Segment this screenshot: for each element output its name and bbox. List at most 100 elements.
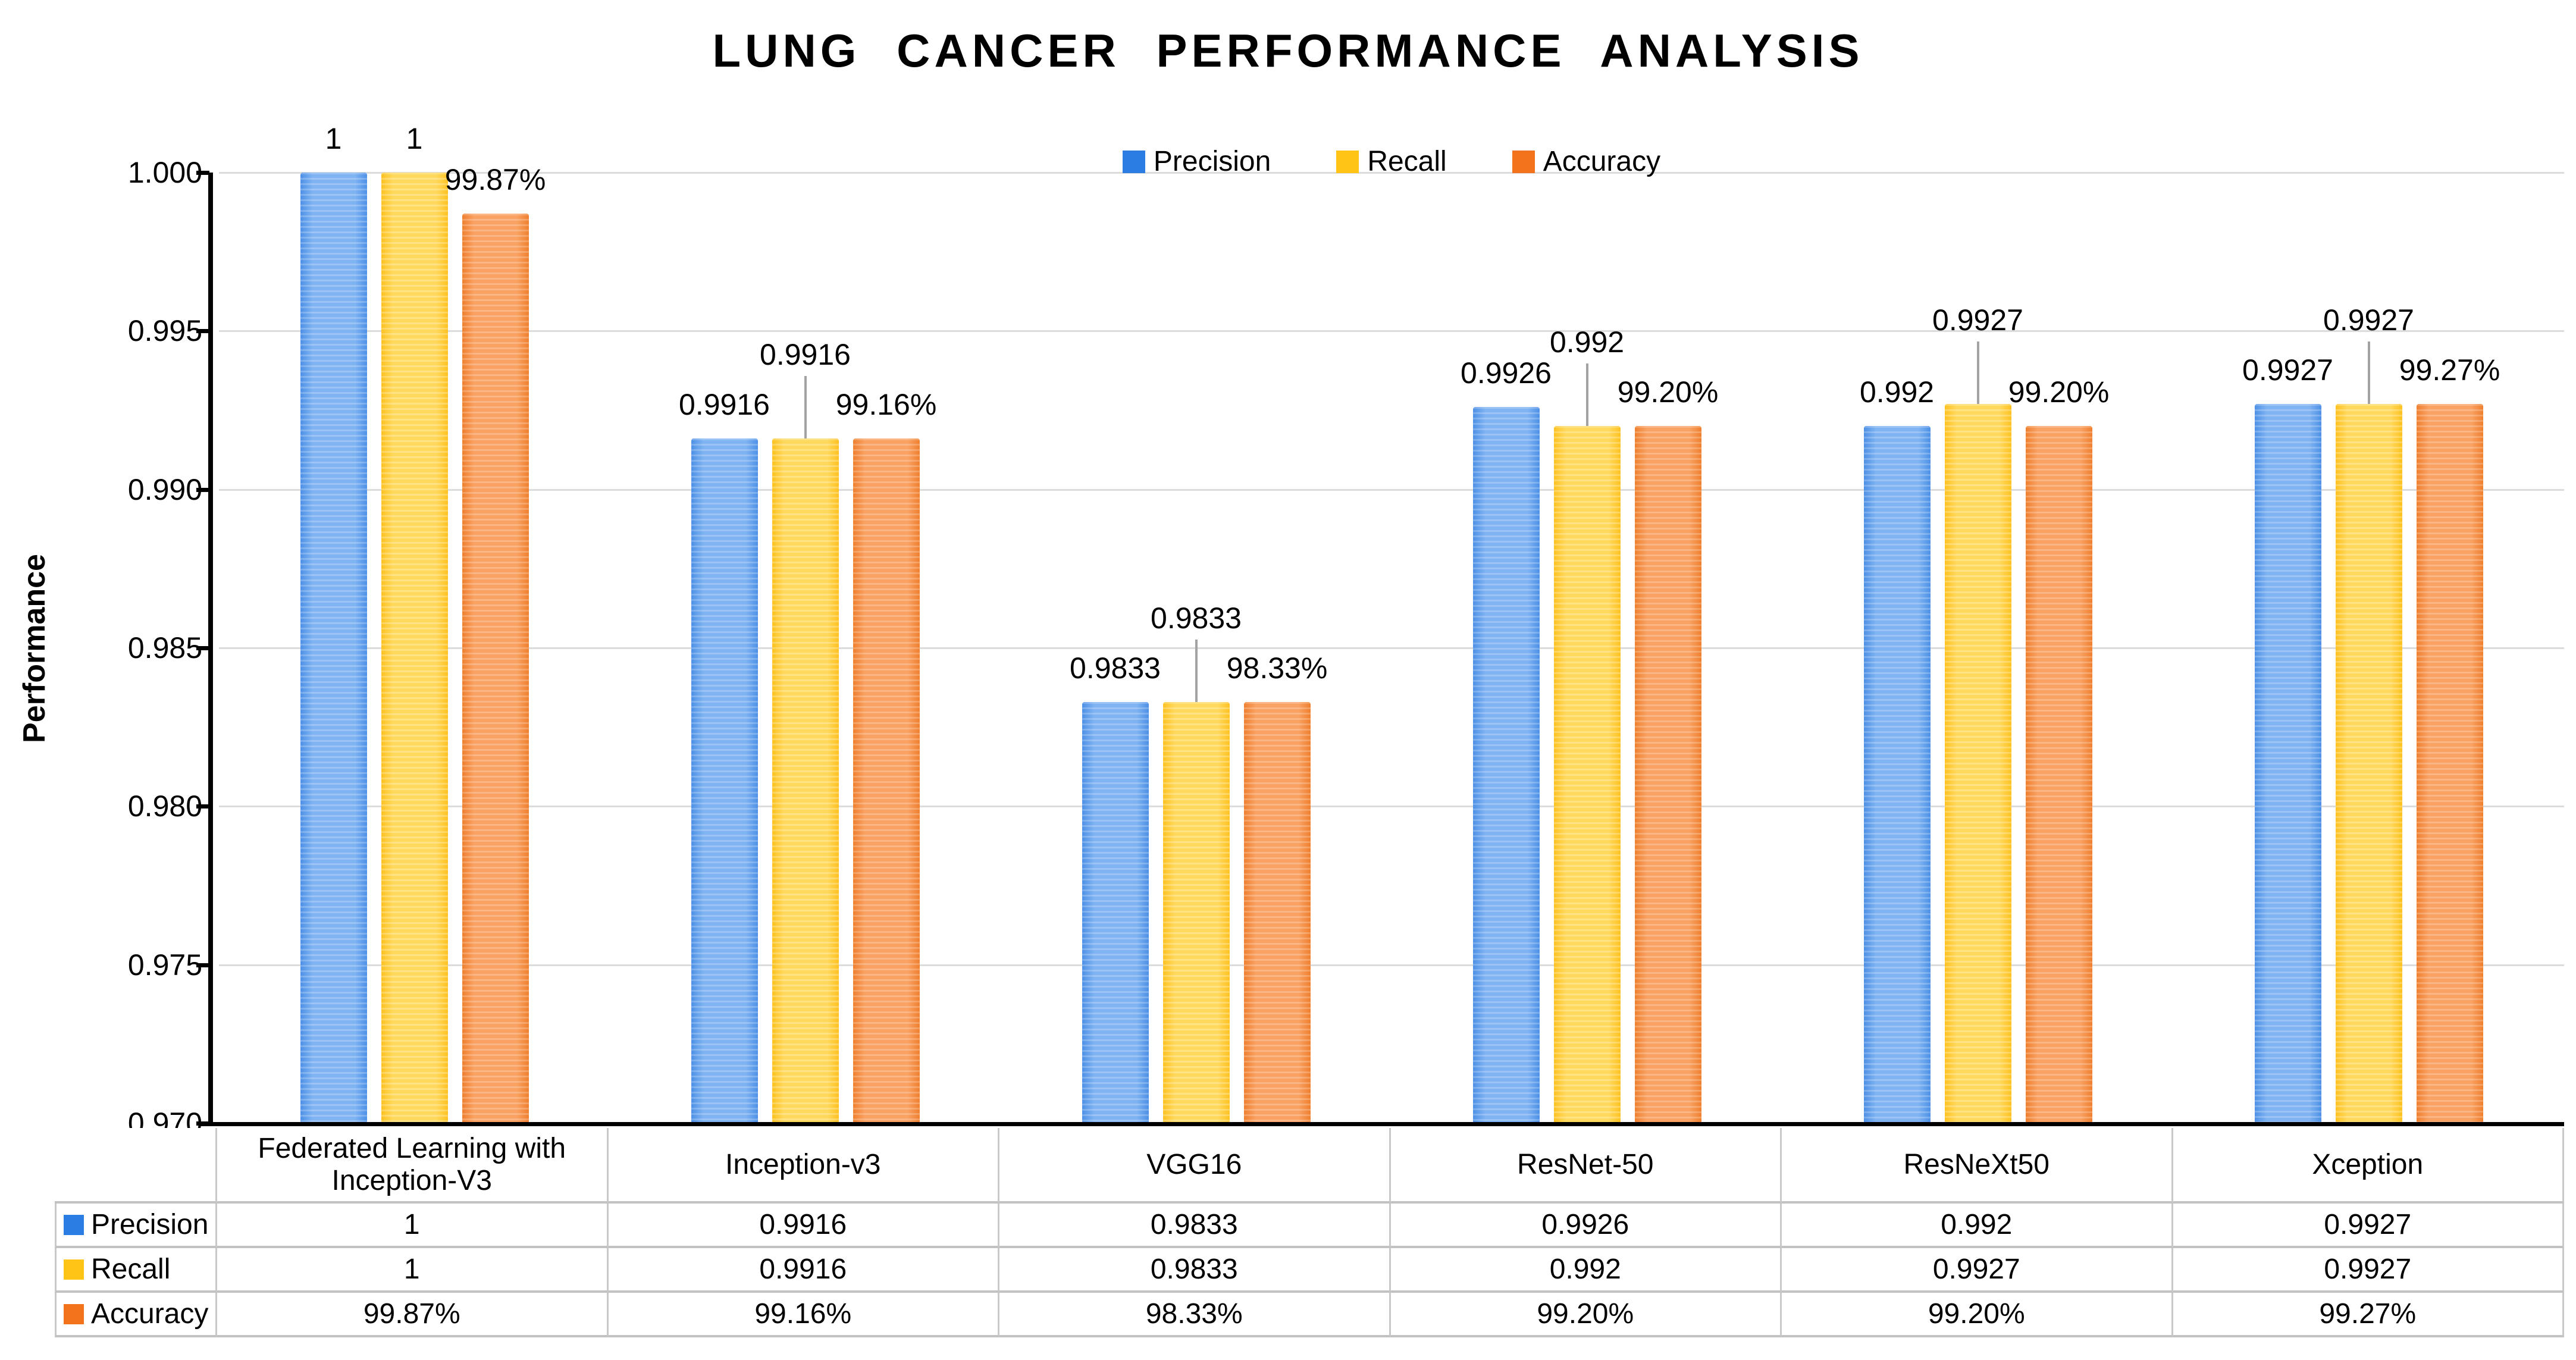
table-corner-cell xyxy=(55,1128,217,1204)
gridline xyxy=(219,330,2564,333)
y-tick-mark xyxy=(196,963,209,967)
gridline xyxy=(219,488,2564,491)
bar-accuracy-5 xyxy=(2025,426,2092,1123)
bar-value-label: 0.9926 xyxy=(1461,356,1552,390)
table-value-cell: 0.9927 xyxy=(1782,1248,2173,1293)
bar-value-label: 0.9927 xyxy=(2323,303,2414,337)
table-value-cell: 99.20% xyxy=(1782,1293,2173,1337)
bar-recall-3 xyxy=(1162,701,1230,1123)
table-value-cell: 98.33% xyxy=(999,1293,1391,1337)
legend-label: Recall xyxy=(1367,146,1447,177)
bar-value-label: 0.992 xyxy=(1859,375,1935,409)
legend: Precision Recall Accuracy xyxy=(219,145,2564,178)
legend-key-icon xyxy=(1336,150,1359,173)
bar-value-label: 99.16% xyxy=(835,388,937,422)
bar-accuracy-2 xyxy=(853,438,920,1123)
bar-value-label: 1 xyxy=(325,122,342,155)
table-row-label-text: Precision xyxy=(91,1209,209,1240)
bar-precision-3 xyxy=(1082,701,1149,1123)
table-value-cell: 0.992 xyxy=(1782,1204,2173,1248)
legend-item-precision: Precision xyxy=(1122,145,1271,178)
table-row-label: Recall xyxy=(55,1248,217,1293)
table-value-cell: 0.9833 xyxy=(999,1204,1391,1248)
table-value-cell: 99.16% xyxy=(608,1293,999,1337)
bar-accuracy-4 xyxy=(1634,426,1701,1123)
table-value-cell: 99.27% xyxy=(2173,1293,2564,1337)
legend-key-icon xyxy=(64,1303,84,1324)
bar-value-label: 98.33% xyxy=(1226,651,1328,685)
table-value-cell: 0.9916 xyxy=(608,1204,999,1248)
legend-label: Accuracy xyxy=(1543,146,1661,177)
table-value-cell: 1 xyxy=(217,1248,609,1293)
label-leader-line xyxy=(2367,341,2370,404)
gridline xyxy=(219,964,2564,966)
table-value-cell: 1 xyxy=(217,1204,609,1248)
bar-accuracy-6 xyxy=(2416,403,2483,1123)
bar-value-label: 99.20% xyxy=(2008,375,2110,409)
table-row-label-text: Recall xyxy=(91,1254,171,1285)
y-tick-label: 0.985 xyxy=(127,631,202,665)
bar-value-label: 99.20% xyxy=(1617,375,1719,409)
legend-key-icon xyxy=(1122,150,1145,173)
table-value-cell: 0.9926 xyxy=(1390,1204,1782,1248)
table-header-cell: ResNeXt50 xyxy=(1782,1128,2173,1204)
bar-recall-5 xyxy=(1944,403,2011,1123)
y-tick-label: 1.000 xyxy=(127,156,202,189)
data-table: Federated Learning with Inception-V3 Ince… xyxy=(55,1128,2564,1337)
y-tick-label: 0.995 xyxy=(127,314,202,348)
bar-recall-4 xyxy=(1553,426,1621,1123)
table-value-cell: 0.992 xyxy=(1390,1248,1782,1293)
table-value-cell: 99.20% xyxy=(1390,1293,1782,1337)
y-tick-mark xyxy=(196,329,209,334)
table-header-cell: ResNet-50 xyxy=(1390,1128,1782,1204)
label-leader-line xyxy=(1195,639,1198,702)
bar-recall-6 xyxy=(2335,403,2402,1123)
y-axis-title: Performance xyxy=(17,554,52,743)
table-header-cell: Federated Learning with Inception-V3 xyxy=(217,1128,609,1204)
table-row-label-text: Accuracy xyxy=(91,1298,209,1330)
bar-value-label: 1 xyxy=(406,122,423,155)
y-axis-line xyxy=(208,173,213,1126)
table-header-cell: Inception-v3 xyxy=(608,1128,999,1204)
bar-precision-1 xyxy=(300,173,367,1123)
legend-item-recall: Recall xyxy=(1336,145,1447,178)
table-value-cell: 0.9927 xyxy=(2173,1204,2564,1248)
table-row-label: Accuracy xyxy=(55,1293,217,1337)
table-value-cell: 0.9916 xyxy=(608,1248,999,1293)
y-tick-mark xyxy=(196,487,209,492)
bar-recall-1 xyxy=(381,173,448,1123)
bar-value-label: 0.9833 xyxy=(1151,601,1242,635)
gridline xyxy=(219,172,2564,174)
bar-value-label: 0.992 xyxy=(1549,325,1625,359)
bar-accuracy-1 xyxy=(462,214,529,1123)
gridline xyxy=(219,806,2564,808)
bar-precision-4 xyxy=(1472,407,1540,1123)
label-leader-line xyxy=(1585,363,1588,427)
x-axis-line xyxy=(200,1122,2564,1126)
bar-recall-2 xyxy=(772,438,839,1123)
bar-value-label: 0.9916 xyxy=(760,338,851,372)
chart-title: LUNG CANCER PERFORMANCE ANALYSIS xyxy=(712,24,1864,77)
label-leader-line xyxy=(804,376,807,439)
bar-value-label: 0.9833 xyxy=(1070,651,1161,685)
y-tick-mark xyxy=(196,804,209,809)
table-header-cell: Xception xyxy=(2173,1128,2564,1204)
bar-value-label: 99.87% xyxy=(444,163,546,197)
bar-value-label: 99.27% xyxy=(2399,353,2500,387)
y-tick-label: 0.980 xyxy=(127,789,202,823)
bar-value-label: 0.9916 xyxy=(679,388,770,422)
legend-key-icon xyxy=(1512,150,1535,173)
bar-precision-6 xyxy=(2254,403,2321,1123)
bar-precision-2 xyxy=(691,438,758,1123)
table-value-cell: 0.9833 xyxy=(999,1248,1391,1293)
bar-value-label: 0.9927 xyxy=(1932,303,2023,337)
label-leader-line xyxy=(1976,341,1979,404)
bar-precision-5 xyxy=(1863,426,1931,1123)
y-tick-mark xyxy=(196,171,209,175)
y-tick-label: 0.975 xyxy=(127,948,202,982)
table-row-label: Precision xyxy=(55,1204,217,1248)
y-tick-mark xyxy=(196,646,209,650)
legend-key-icon xyxy=(64,1259,84,1280)
bar-value-label: 0.9927 xyxy=(2242,353,2333,387)
plot-area: 1 1 99.87% 0.9916 0.9916 99.16% 0.9833 0.9833 98… xyxy=(219,122,2564,1123)
